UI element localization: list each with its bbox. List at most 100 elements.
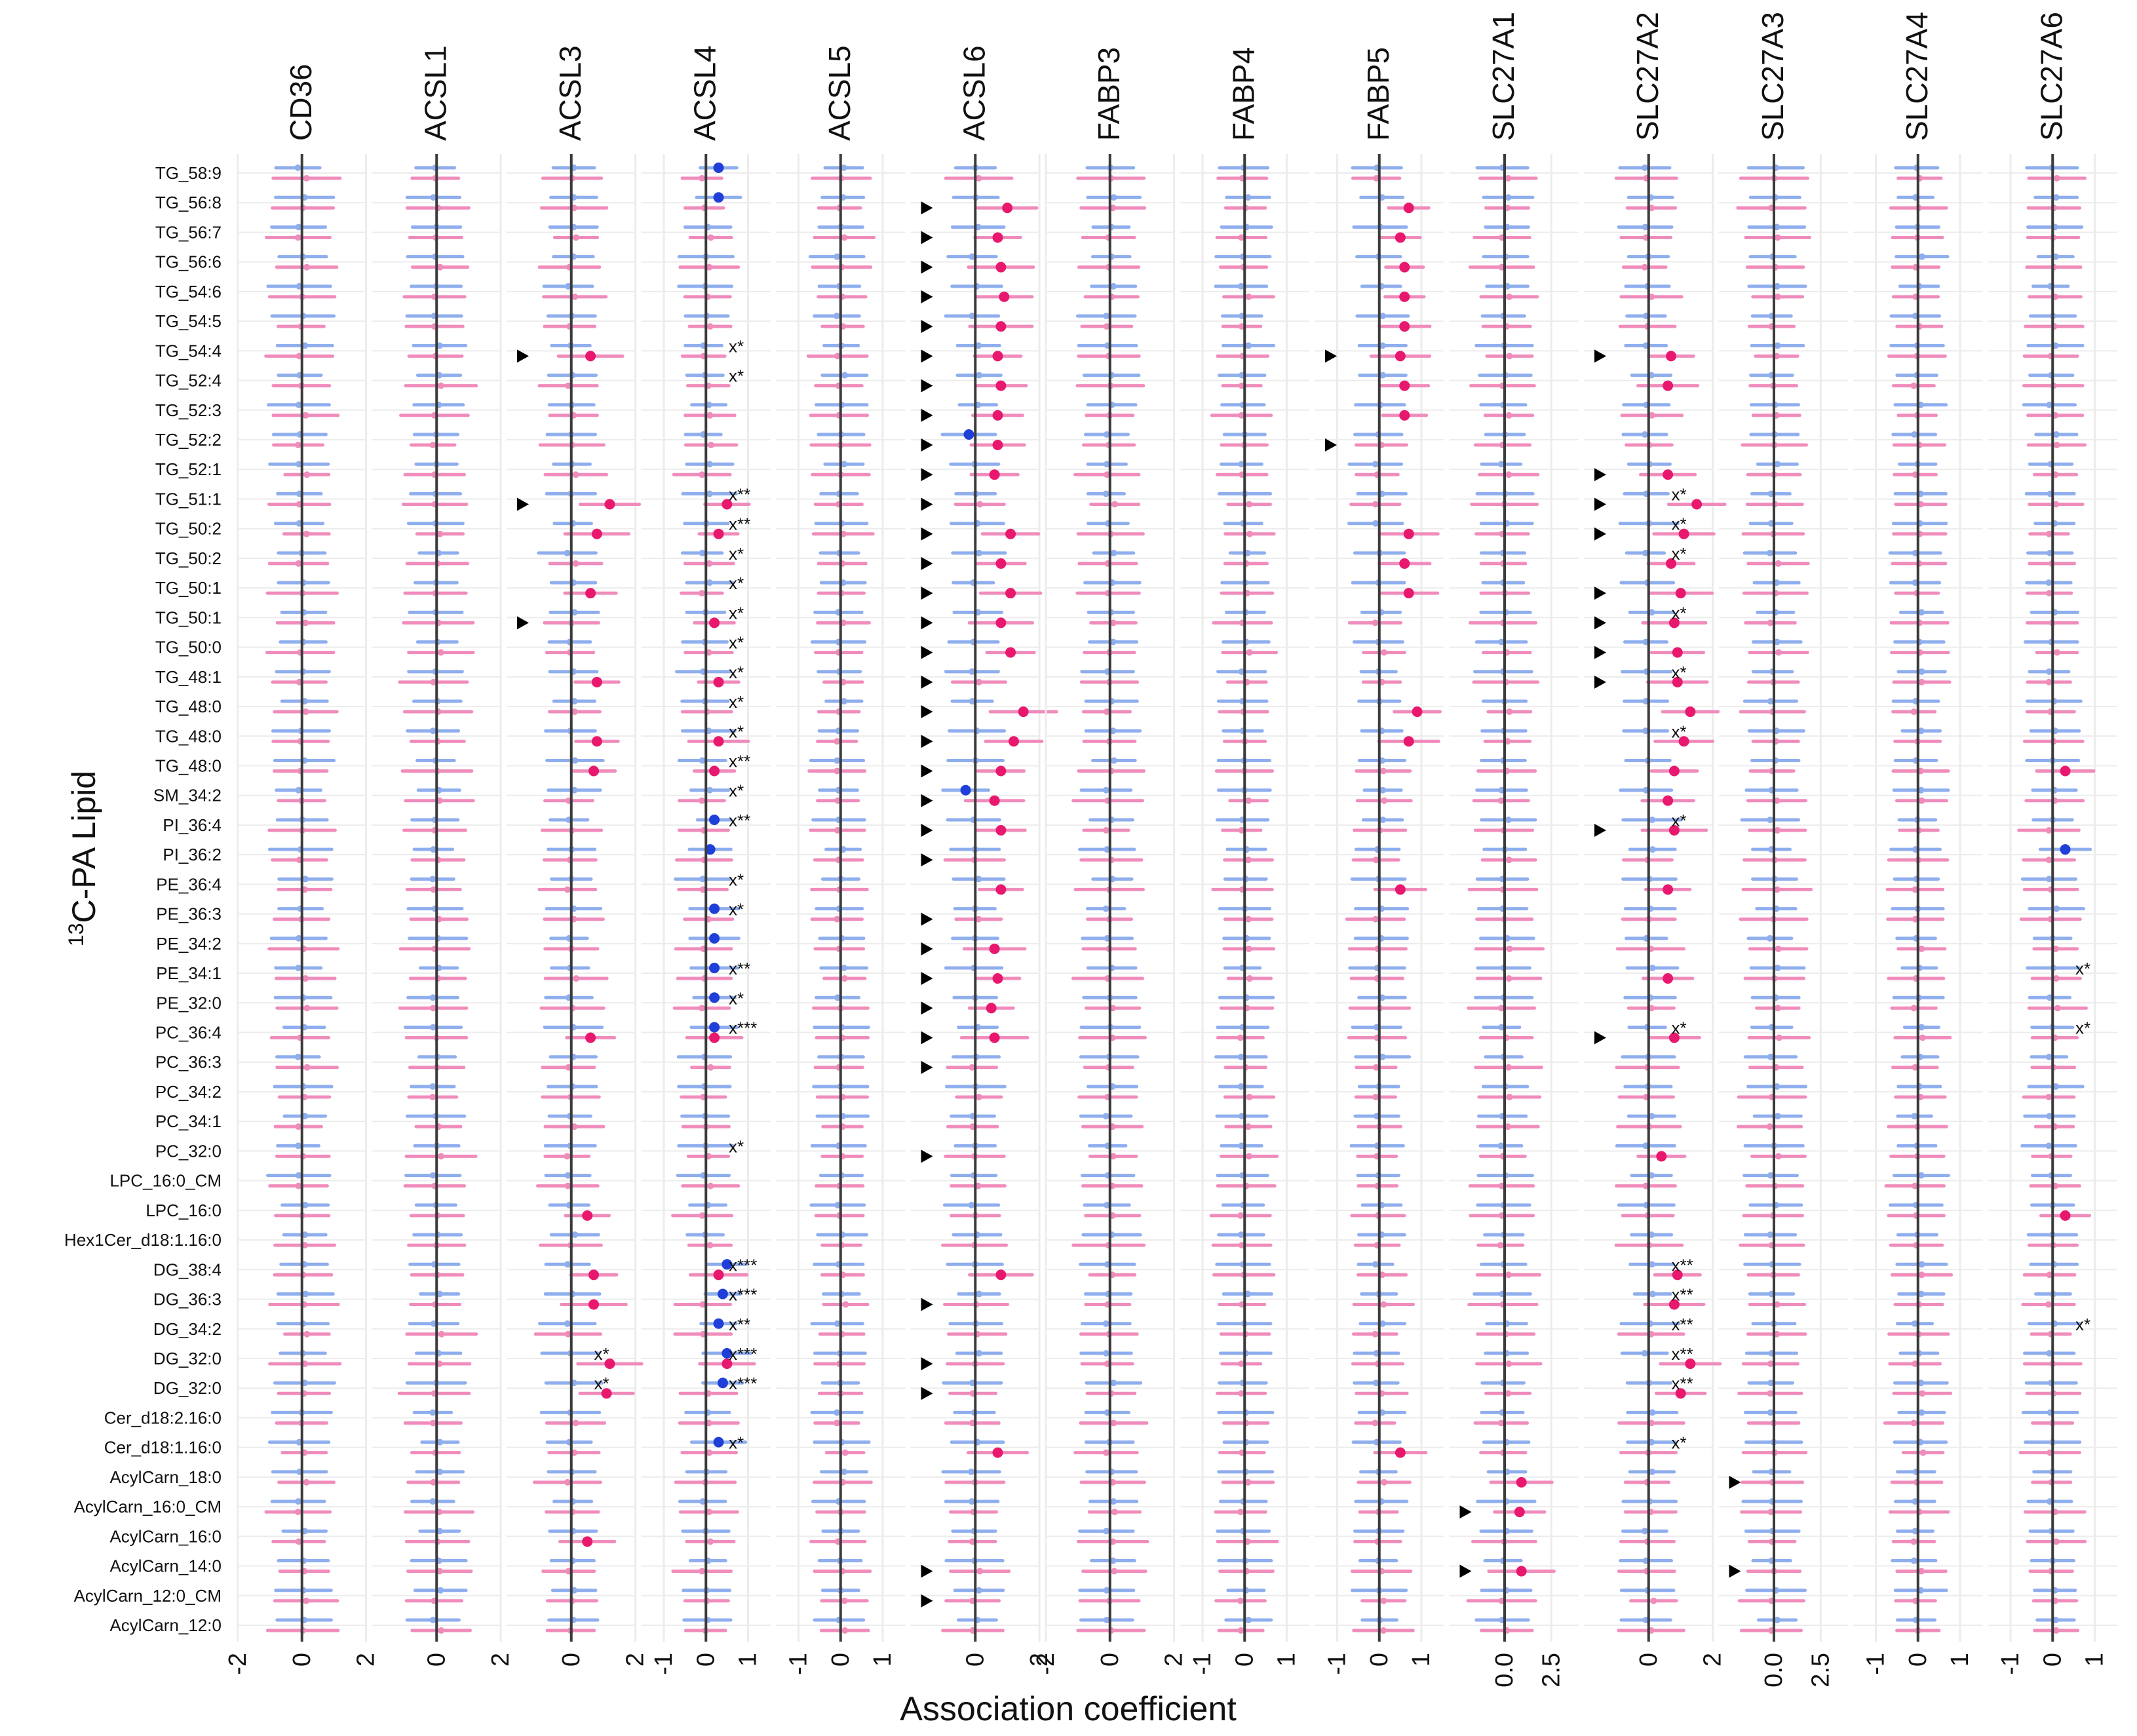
- row-label: TG_50:0: [155, 638, 221, 657]
- row-label: PE_36:3: [156, 904, 221, 924]
- point-pink: [1648, 412, 1655, 419]
- point-blue: [1237, 1053, 1244, 1060]
- point-pink: [1663, 795, 1674, 806]
- point-blue: [2045, 579, 2052, 587]
- panel-title: SLC27A1: [1486, 12, 1520, 141]
- point-pink: [1516, 1566, 1527, 1577]
- row-label: AcylCarn_16:0_CM: [74, 1497, 221, 1516]
- point-blue: [717, 1288, 728, 1300]
- tick-label: 1: [1946, 1653, 1974, 1667]
- point-pink: [1245, 797, 1252, 804]
- significance-label: x**: [1672, 1315, 1693, 1334]
- point-blue: [295, 965, 302, 972]
- point-pink: [1918, 678, 1925, 685]
- point-blue: [713, 192, 724, 203]
- point-pink: [429, 1419, 436, 1427]
- point-pink: [438, 1153, 445, 1160]
- point-pink: [1372, 916, 1379, 923]
- point-blue: [969, 313, 976, 320]
- point-pink: [722, 499, 733, 510]
- point-blue: [840, 1468, 847, 1475]
- row-label: PE_32:0: [156, 993, 221, 1013]
- point-pink: [1372, 857, 1379, 864]
- panel-title: SLC27A4: [1900, 12, 1934, 141]
- triangle-marker: [921, 1149, 933, 1163]
- point-pink: [582, 1210, 593, 1221]
- triangle-marker: [921, 705, 933, 719]
- row-label: TG_52:1: [155, 459, 221, 479]
- triangle-marker: [1594, 646, 1606, 659]
- point-pink: [1505, 293, 1512, 300]
- tick-label: -1: [650, 1653, 678, 1675]
- point-blue: [436, 1290, 443, 1298]
- point-pink: [1381, 797, 1388, 804]
- triangle-marker: [1729, 1475, 1741, 1489]
- point-blue: [436, 342, 443, 349]
- significance-label: x*: [594, 1374, 609, 1393]
- point-pink: [303, 530, 310, 537]
- triangle-marker: [921, 616, 933, 630]
- point-pink: [975, 175, 982, 182]
- significance-label: x*: [1672, 603, 1687, 623]
- point-blue: [1109, 1557, 1117, 1564]
- point-pink: [294, 234, 301, 241]
- triangle-marker: [921, 764, 933, 778]
- point-pink: [995, 380, 1007, 391]
- row-label: PC_32:0: [155, 1141, 221, 1161]
- row-label: PC_36:4: [155, 1023, 221, 1043]
- point-pink: [706, 1449, 713, 1456]
- point-pink: [2045, 678, 2052, 685]
- point-blue: [1917, 1172, 1925, 1179]
- point-pink: [1691, 499, 1703, 510]
- point-pink: [833, 1419, 840, 1427]
- row-label: TG_50:1: [155, 608, 221, 627]
- significance-label: x**: [729, 1315, 750, 1334]
- point-blue: [1767, 816, 1774, 823]
- row-label: TG_50:2: [155, 519, 221, 539]
- point-pink: [1672, 676, 1683, 687]
- triangle-marker: [517, 349, 529, 363]
- point-blue: [1379, 313, 1386, 320]
- triangle-marker: [921, 290, 933, 303]
- point-pink: [591, 736, 602, 747]
- point-blue: [2052, 1083, 2060, 1090]
- significance-label: x*: [729, 366, 744, 386]
- point-blue: [1649, 816, 1656, 823]
- point-pink: [294, 1509, 301, 1516]
- point-pink: [1910, 1005, 1917, 1012]
- panel-slc27a6: SLC27A6 -1 0 1 x* x* x*: [1988, 12, 2117, 1675]
- point-pink: [999, 291, 1010, 302]
- point-pink: [709, 765, 720, 777]
- point-pink: [841, 234, 848, 241]
- point-blue: [722, 1347, 733, 1359]
- significance-label: x*: [729, 663, 744, 682]
- point-pink: [302, 619, 309, 627]
- point-blue: [1910, 1557, 1917, 1564]
- point-pink: [706, 263, 713, 271]
- point-blue: [1103, 1528, 1110, 1535]
- point-pink: [604, 1358, 615, 1369]
- tick-label: 1: [1408, 1653, 1435, 1667]
- point-blue: [571, 609, 578, 616]
- point-pink: [437, 382, 444, 389]
- point-pink: [1918, 945, 1925, 952]
- point-pink: [1678, 528, 1689, 539]
- point-blue: [1918, 1024, 1925, 1031]
- point-pink: [834, 826, 841, 834]
- row-label: DG_32:0: [153, 1349, 221, 1368]
- point-blue: [706, 461, 713, 468]
- point-blue: [713, 1437, 724, 1448]
- point-pink: [841, 975, 848, 982]
- tick-label: -1: [785, 1653, 813, 1675]
- point-pink: [295, 1182, 302, 1189]
- row-label: Cer_d18:2.16:0: [104, 1408, 221, 1427]
- point-blue: [1917, 1379, 1925, 1387]
- point-pink: [975, 916, 982, 923]
- row-label: DG_32:0: [153, 1378, 221, 1398]
- point-pink: [1399, 558, 1410, 569]
- point-blue: [1372, 1261, 1379, 1268]
- point-pink: [1403, 528, 1414, 539]
- point-blue: [302, 1290, 309, 1298]
- row-label: TG_50:1: [155, 578, 221, 598]
- point-pink: [1237, 1212, 1244, 1219]
